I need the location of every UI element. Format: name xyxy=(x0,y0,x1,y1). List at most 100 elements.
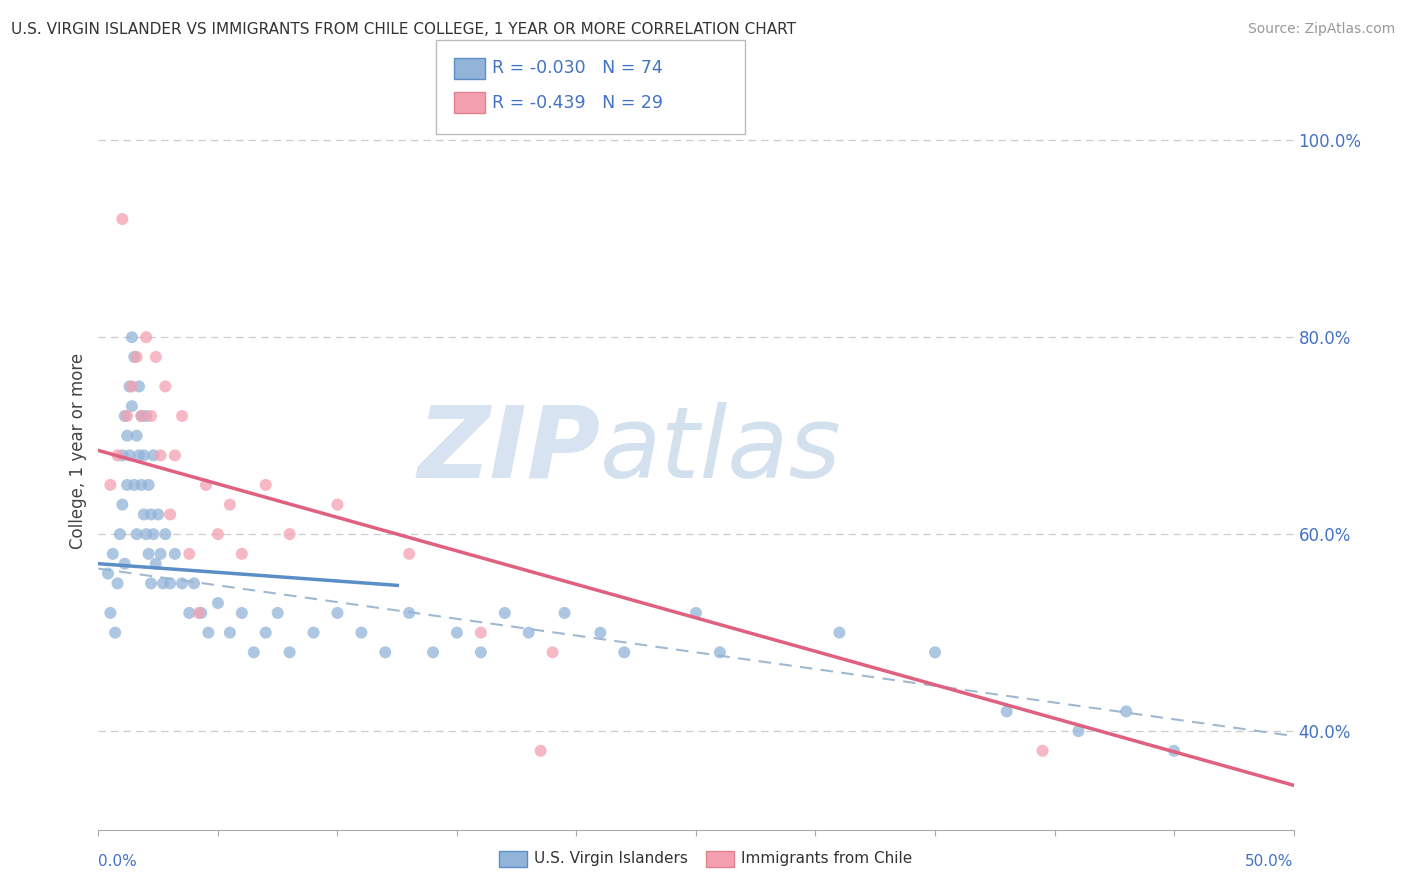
Point xyxy=(159,576,181,591)
Point xyxy=(243,645,266,659)
Point xyxy=(494,606,516,620)
Point xyxy=(111,498,134,512)
Point xyxy=(149,449,172,463)
Text: R = -0.439   N = 29: R = -0.439 N = 29 xyxy=(492,94,664,112)
Point xyxy=(118,449,141,463)
Point xyxy=(613,645,636,659)
Point xyxy=(179,547,201,561)
Point xyxy=(111,212,134,227)
Text: U.S. VIRGIN ISLANDER VS IMMIGRANTS FROM CHILE COLLEGE, 1 YEAR OR MORE CORRELATIO: U.S. VIRGIN ISLANDER VS IMMIGRANTS FROM … xyxy=(11,22,796,37)
Point xyxy=(111,449,134,463)
Point xyxy=(101,547,124,561)
Point xyxy=(187,606,209,620)
Point xyxy=(125,350,148,364)
Point xyxy=(131,478,153,492)
Point xyxy=(145,350,167,364)
Point xyxy=(254,478,277,492)
Point xyxy=(254,625,277,640)
Text: 0.0%: 0.0% xyxy=(98,855,138,869)
Point xyxy=(1067,724,1090,739)
Point xyxy=(517,625,540,640)
Point xyxy=(207,596,229,610)
Point xyxy=(135,409,157,423)
Point xyxy=(138,478,160,492)
Point xyxy=(828,625,851,640)
Point xyxy=(278,527,301,541)
Point xyxy=(149,547,172,561)
Point xyxy=(155,379,177,393)
Point xyxy=(98,606,122,620)
Point xyxy=(267,606,290,620)
Point xyxy=(219,625,242,640)
Text: 50.0%: 50.0% xyxy=(1246,855,1294,869)
Point xyxy=(155,527,177,541)
Point xyxy=(709,645,731,659)
Point xyxy=(374,645,396,659)
Point xyxy=(128,449,150,463)
Point xyxy=(142,527,165,541)
Point xyxy=(121,379,143,393)
Text: R = -0.030   N = 74: R = -0.030 N = 74 xyxy=(492,59,662,77)
Point xyxy=(131,409,153,423)
Point xyxy=(183,576,205,591)
Point xyxy=(219,498,242,512)
Point xyxy=(125,527,148,541)
Point xyxy=(190,606,212,620)
Point xyxy=(107,576,129,591)
Point xyxy=(207,527,229,541)
Point xyxy=(135,330,157,344)
Point xyxy=(278,645,301,659)
Point xyxy=(446,625,468,640)
Point xyxy=(470,645,492,659)
Point xyxy=(172,576,194,591)
Point xyxy=(685,606,707,620)
Point xyxy=(98,478,122,492)
Point xyxy=(554,606,576,620)
Y-axis label: College, 1 year or more: College, 1 year or more xyxy=(69,352,87,549)
Point xyxy=(132,449,155,463)
Text: Source: ZipAtlas.com: Source: ZipAtlas.com xyxy=(1247,22,1395,37)
Point xyxy=(195,478,218,492)
Point xyxy=(924,645,946,659)
Point xyxy=(231,606,253,620)
Point xyxy=(125,428,148,442)
Point xyxy=(350,625,373,640)
Point xyxy=(326,498,349,512)
Point xyxy=(159,508,181,522)
Point xyxy=(128,379,150,393)
Point xyxy=(152,576,174,591)
Point xyxy=(422,645,444,659)
Point xyxy=(135,527,157,541)
Point xyxy=(163,449,186,463)
Point xyxy=(97,566,120,581)
Point xyxy=(197,625,219,640)
Point xyxy=(114,409,136,423)
Point xyxy=(115,428,138,442)
Point xyxy=(172,409,194,423)
Point xyxy=(139,576,162,591)
Point xyxy=(139,409,162,423)
Point xyxy=(115,478,138,492)
Text: ZIP: ZIP xyxy=(418,402,600,499)
Point xyxy=(118,379,141,393)
Point xyxy=(142,449,165,463)
Point xyxy=(104,625,127,640)
Point xyxy=(589,625,612,640)
Point xyxy=(108,527,131,541)
Point xyxy=(138,547,160,561)
Point xyxy=(145,557,167,571)
Point xyxy=(231,547,253,561)
Point xyxy=(1163,744,1185,758)
Point xyxy=(131,409,153,423)
Point xyxy=(124,350,146,364)
Point xyxy=(115,409,138,423)
Text: U.S. Virgin Islanders: U.S. Virgin Islanders xyxy=(534,852,688,866)
Point xyxy=(530,744,553,758)
Point xyxy=(148,508,170,522)
Point xyxy=(124,478,146,492)
Point xyxy=(541,645,564,659)
Point xyxy=(179,606,201,620)
Point xyxy=(121,399,143,413)
Point xyxy=(1115,705,1137,719)
Point xyxy=(398,547,420,561)
